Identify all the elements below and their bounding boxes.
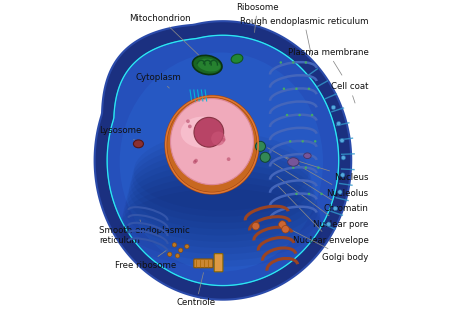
- Ellipse shape: [211, 131, 225, 146]
- Circle shape: [340, 173, 345, 177]
- Ellipse shape: [192, 55, 222, 75]
- Ellipse shape: [304, 153, 311, 159]
- Ellipse shape: [166, 96, 258, 193]
- Circle shape: [283, 88, 285, 90]
- Circle shape: [167, 252, 172, 257]
- Circle shape: [282, 226, 289, 233]
- Ellipse shape: [124, 170, 319, 248]
- PathPatch shape: [107, 35, 339, 286]
- Circle shape: [308, 193, 310, 195]
- Ellipse shape: [134, 132, 309, 210]
- Ellipse shape: [126, 164, 317, 242]
- Ellipse shape: [171, 99, 254, 185]
- Text: Mitochondrion: Mitochondrion: [129, 14, 202, 58]
- Circle shape: [185, 244, 189, 249]
- Circle shape: [317, 166, 319, 169]
- Text: Nucleus: Nucleus: [283, 156, 368, 182]
- Text: Cytoplasm: Cytoplasm: [135, 73, 181, 88]
- Circle shape: [179, 248, 183, 252]
- Ellipse shape: [132, 138, 310, 217]
- Ellipse shape: [129, 151, 314, 229]
- Text: Golgi body: Golgi body: [283, 226, 368, 262]
- Circle shape: [301, 140, 304, 143]
- Ellipse shape: [181, 117, 225, 148]
- Circle shape: [327, 222, 331, 226]
- Circle shape: [308, 88, 310, 90]
- Ellipse shape: [197, 58, 220, 71]
- Circle shape: [286, 114, 288, 116]
- PathPatch shape: [95, 21, 351, 300]
- Circle shape: [333, 206, 337, 211]
- Circle shape: [341, 155, 346, 160]
- Text: Ribosome: Ribosome: [236, 3, 279, 33]
- Text: Plasma membrane: Plasma membrane: [288, 48, 368, 75]
- Circle shape: [337, 121, 341, 126]
- Circle shape: [305, 166, 307, 169]
- Circle shape: [260, 152, 270, 162]
- Circle shape: [311, 114, 313, 116]
- Text: Nuclear pore: Nuclear pore: [277, 176, 368, 229]
- Circle shape: [215, 132, 219, 136]
- Circle shape: [338, 190, 342, 194]
- Circle shape: [292, 61, 294, 64]
- Text: Nucleolus: Nucleolus: [267, 148, 368, 198]
- Circle shape: [255, 141, 265, 151]
- Ellipse shape: [231, 54, 243, 63]
- Circle shape: [295, 193, 298, 195]
- Circle shape: [188, 125, 191, 128]
- Ellipse shape: [128, 157, 315, 235]
- Text: Cell coat: Cell coat: [331, 82, 368, 103]
- Text: Free ribosome: Free ribosome: [115, 250, 176, 270]
- Text: Rough endoplasmic reticulum: Rough endoplasmic reticulum: [240, 17, 368, 56]
- Circle shape: [186, 119, 190, 123]
- Ellipse shape: [131, 145, 312, 223]
- Circle shape: [280, 61, 282, 64]
- Text: Smooth endoplasmic
reticulum: Smooth endoplasmic reticulum: [100, 220, 190, 245]
- Circle shape: [298, 114, 301, 116]
- Circle shape: [305, 61, 307, 64]
- Ellipse shape: [123, 176, 320, 254]
- Text: Centriole: Centriole: [177, 273, 216, 307]
- FancyBboxPatch shape: [214, 254, 223, 272]
- Ellipse shape: [194, 117, 224, 147]
- Ellipse shape: [121, 182, 321, 261]
- Circle shape: [172, 243, 177, 247]
- Ellipse shape: [288, 158, 299, 166]
- Circle shape: [204, 120, 208, 124]
- Ellipse shape: [119, 189, 323, 267]
- Circle shape: [340, 138, 344, 143]
- Ellipse shape: [119, 52, 323, 271]
- FancyBboxPatch shape: [194, 259, 213, 268]
- Circle shape: [227, 157, 230, 161]
- Circle shape: [314, 140, 317, 143]
- Ellipse shape: [133, 140, 144, 148]
- Circle shape: [320, 193, 323, 195]
- Circle shape: [194, 159, 198, 162]
- Circle shape: [292, 166, 294, 169]
- Text: Chromatin: Chromatin: [274, 163, 368, 213]
- Circle shape: [279, 221, 286, 228]
- Circle shape: [193, 160, 197, 164]
- Circle shape: [252, 222, 260, 230]
- Text: Lysosome: Lysosome: [100, 126, 142, 140]
- Circle shape: [331, 105, 336, 110]
- Circle shape: [222, 138, 226, 142]
- Circle shape: [289, 140, 292, 143]
- Text: Nuclear envelope: Nuclear envelope: [278, 186, 368, 245]
- Circle shape: [295, 88, 298, 90]
- Circle shape: [175, 254, 180, 258]
